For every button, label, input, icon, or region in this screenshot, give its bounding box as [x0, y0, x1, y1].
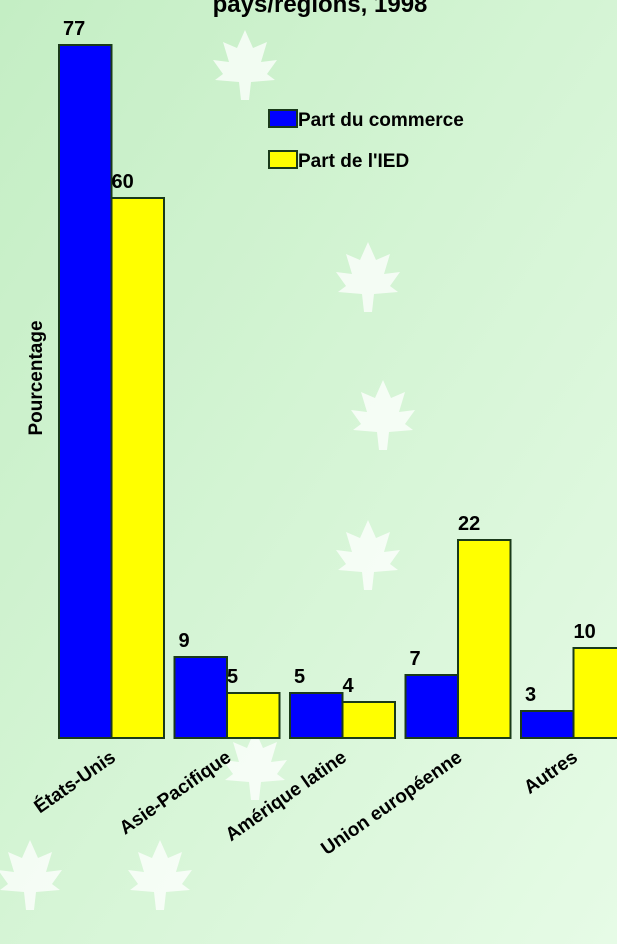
bar: [173, 656, 228, 739]
chart-title: pays/régions, 1998: [213, 0, 428, 18]
bar: [572, 647, 617, 739]
value-label: 9: [179, 630, 190, 652]
bar: [404, 674, 459, 739]
bar: [58, 44, 113, 739]
legend-swatch: [268, 150, 298, 169]
legend-label: Part du commerce: [298, 110, 464, 131]
value-label: 3: [525, 684, 536, 706]
value-label: 5: [294, 666, 305, 688]
value-label: 4: [343, 675, 355, 697]
legend-label: Part de l'IED: [298, 151, 409, 172]
legend-swatch: [268, 109, 298, 128]
value-label: 77: [63, 18, 85, 40]
bar: [457, 539, 512, 739]
bar: [226, 692, 281, 739]
bar: [289, 692, 344, 739]
y-axis-label: Pourcentage: [26, 320, 47, 435]
value-label: 10: [574, 621, 596, 643]
bar: [110, 197, 165, 739]
value-label: 22: [458, 513, 480, 535]
value-label: 60: [112, 171, 134, 193]
value-label: 7: [410, 648, 421, 670]
value-label: 5: [227, 666, 238, 688]
bar: [341, 701, 396, 739]
bar: [520, 710, 575, 739]
